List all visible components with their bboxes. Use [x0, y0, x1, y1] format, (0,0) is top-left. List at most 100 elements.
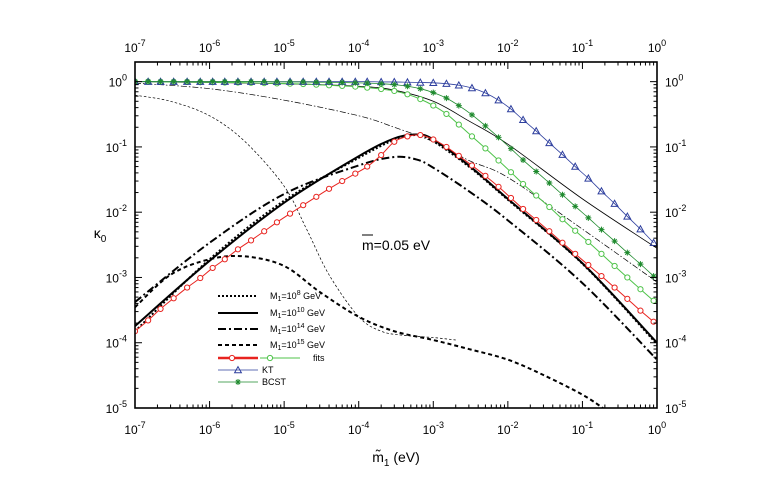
point-fit-red-11: [273, 219, 281, 226]
point-KT-26: [467, 83, 477, 92]
legend-entry-6: BCST: [218, 377, 287, 387]
point-fit-green-25: [455, 121, 462, 128]
ticks-layer: [134, 61, 658, 409]
y-tick-label-right: 100: [665, 73, 683, 90]
legend-label: BCST: [262, 377, 287, 387]
point-fit-red-33: [559, 239, 566, 246]
point-fit-red-20: [391, 138, 398, 145]
point-BCST-36: [598, 226, 605, 233]
x-tick-label-top: 10-6: [199, 38, 220, 55]
point-fit-green-39: [637, 286, 644, 293]
x-tick-label-top: 10-2: [497, 38, 518, 55]
point-fit-red-9: [247, 237, 255, 244]
point-fit-green-33: [559, 216, 566, 223]
point-fit-red-19: [378, 151, 385, 159]
point-KT-33: [558, 150, 567, 158]
point-BCST-11: [273, 78, 280, 85]
point-BCST-24: [443, 95, 450, 102]
legend-marker-fit-green: [266, 354, 274, 362]
point-fit-green-23: [430, 102, 437, 109]
point-fit-green-40: [650, 297, 657, 304]
y-tick-label-left: 10-3: [106, 268, 127, 285]
point-fit-red-12: [286, 210, 294, 217]
y-tick-label-left: 10-2: [106, 203, 127, 220]
series-KT: [135, 81, 654, 244]
point-fit-red-24: [443, 143, 450, 151]
y-tick-label-left: 10-5: [106, 399, 127, 416]
point-BCST-34: [572, 203, 579, 210]
point-BCST-22: [417, 85, 424, 92]
x-tick-label-top: 10-5: [273, 38, 294, 55]
point-BCST-32: [546, 180, 553, 187]
y-tick-label-left: 10-1: [106, 138, 127, 155]
legend-marker-kt: [233, 365, 243, 374]
legend-label: M1=1014 GeV: [270, 323, 325, 336]
point-fit-red-36: [598, 272, 605, 280]
legend-entry-4: fits: [218, 353, 325, 363]
point-fit-green-28: [495, 157, 502, 164]
point-BCST-21: [404, 83, 411, 90]
point-BCST-39: [637, 261, 644, 268]
legend-marker-bcst: [235, 379, 241, 385]
point-fit-red-27: [482, 172, 489, 179]
point-KT-34: [570, 162, 580, 170]
y-tick-label-right: 10-5: [665, 399, 686, 416]
series-thin-dashdot: [135, 82, 657, 283]
point-fit-green-19: [378, 85, 385, 93]
point-fit-red-32: [546, 228, 553, 235]
point-fit-red-7: [221, 256, 228, 263]
series-thin-solid: [135, 81, 657, 249]
point-BCST-2: [157, 78, 164, 85]
point-BCST-17: [352, 79, 359, 86]
point-fit-red-10: [261, 228, 268, 235]
point-BCST-26: [468, 111, 475, 118]
point-BCST-14: [313, 79, 320, 86]
point-KT-23: [429, 78, 438, 87]
point-BCST-37: [611, 238, 618, 245]
point-BCST-15: [326, 79, 333, 86]
point-BCST-35: [585, 214, 592, 221]
legend-label: M1=108 GeV: [270, 290, 321, 303]
point-BCST-33: [559, 191, 566, 198]
point-fit-red-2: [157, 305, 164, 312]
point-BCST-23: [430, 89, 437, 96]
point-fit-red-14: [313, 193, 320, 200]
point-BCST-16: [339, 79, 346, 86]
point-BCST-29: [507, 145, 514, 152]
legend-label: M1=1010 GeV: [270, 307, 325, 320]
point-KT-35: [584, 173, 593, 182]
point-KT-22: [416, 78, 425, 86]
x-tick-label-bottom: 10-5: [273, 420, 294, 437]
point-fit-red-38: [624, 295, 631, 302]
y-tick-label-right: 10-1: [665, 138, 686, 155]
point-fit-red-6: [209, 264, 216, 272]
y-tick-label-right: 10-3: [665, 268, 686, 285]
point-fit-red-30: [519, 205, 527, 213]
point-KT-32: [545, 138, 554, 147]
point-fit-green-34: [572, 227, 579, 234]
point-fit-green-30: [519, 180, 527, 188]
point-fit-green-20: [391, 87, 398, 95]
legend-label: KT: [262, 365, 274, 375]
point-BCST-8: [234, 78, 241, 85]
point-fit-green-37: [611, 262, 618, 270]
x-tick-label-bottom: 10-4: [348, 420, 369, 437]
point-BCST-12: [287, 78, 294, 85]
x-tick-label-top: 10-7: [124, 38, 145, 55]
point-fit-red-29: [507, 194, 515, 202]
y-tick-label-right: 10-2: [665, 203, 686, 220]
x-tick-label-bottom: 10-6: [199, 420, 220, 437]
x-axis-label: m̃1 (eV): [372, 449, 420, 469]
legend-entry-2: M1=1014 GeV: [218, 323, 325, 336]
point-KT-37: [610, 199, 619, 207]
point-fit-red-16: [339, 177, 346, 185]
x-tick-label-bottom: 100: [648, 420, 666, 437]
point-BCST-18: [364, 80, 371, 87]
point-fit-red-26: [468, 162, 476, 169]
point-KT-40: [649, 238, 657, 246]
point-fit-red-15: [325, 185, 333, 192]
point-fit-red-23: [430, 136, 437, 143]
point-fit-red-17: [352, 170, 359, 177]
point-KT-39: [636, 224, 645, 233]
